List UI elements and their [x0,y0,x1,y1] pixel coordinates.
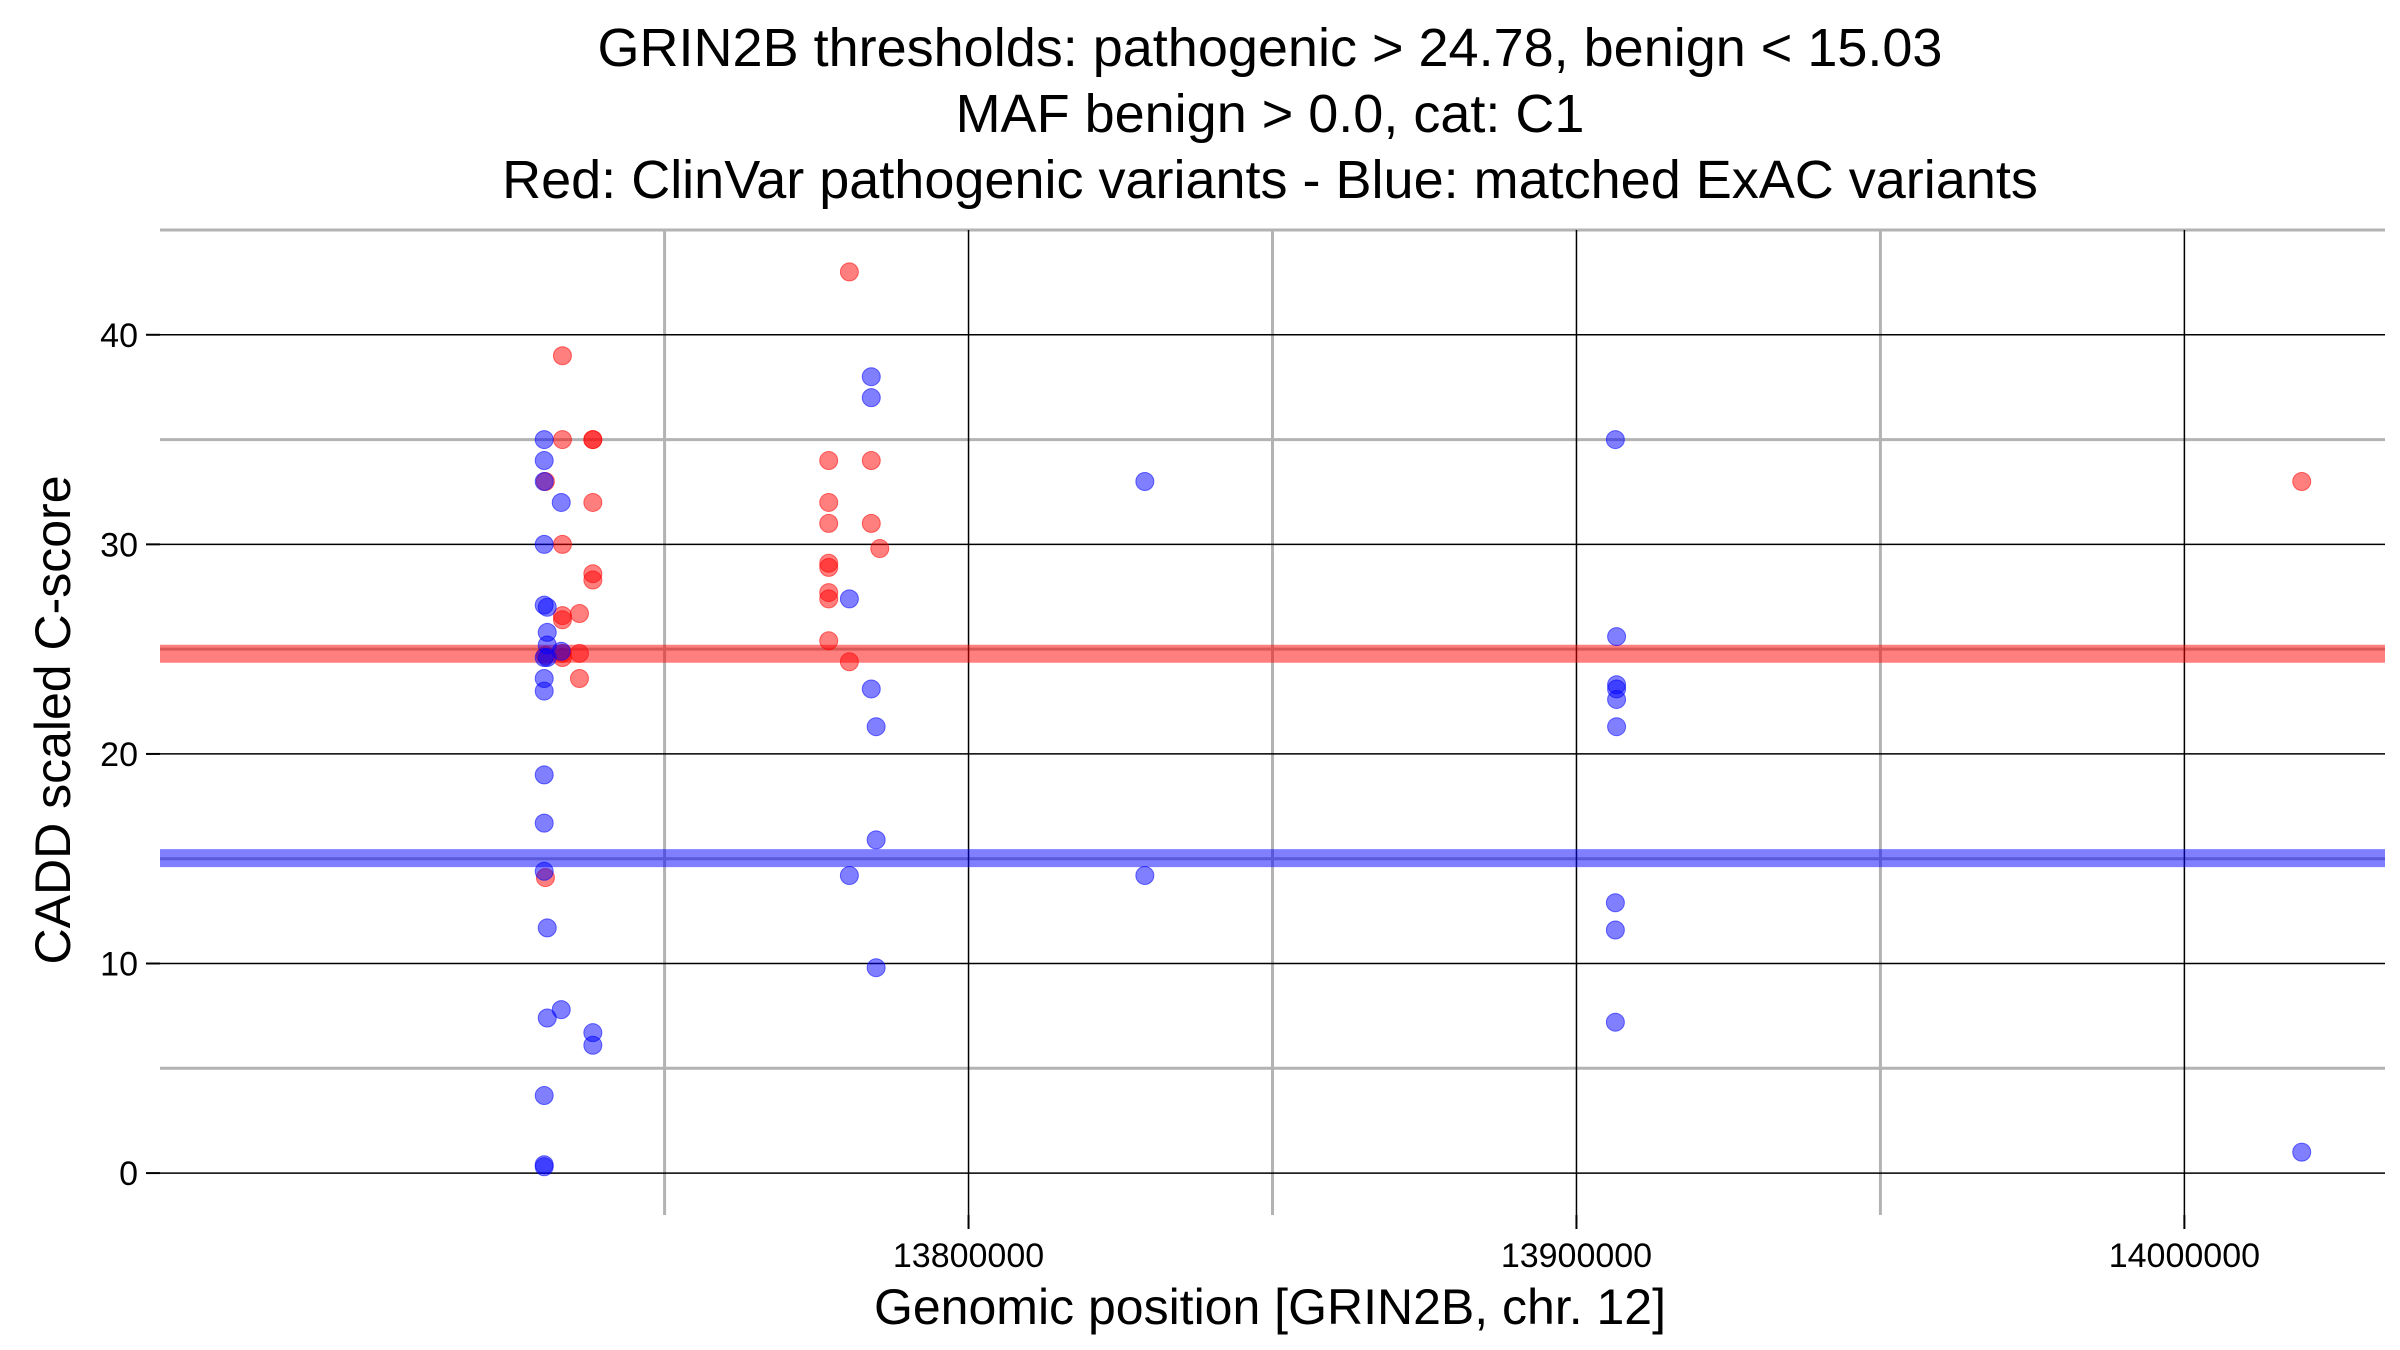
exac-variant-point [534,681,554,701]
exac-variant-point [551,492,571,512]
exac-variant-point [2292,1142,2312,1162]
chart-title-line-1: GRIN2B thresholds: pathogenic > 24.78, b… [598,18,1943,78]
exac-variant-point [1607,689,1627,709]
exac-variant-point [534,451,554,471]
exac-variant-point [537,597,557,617]
x-axis-label: Genomic position [GRIN2B, chr. 12] [874,1279,1666,1335]
clinvar-pathogenic-point [583,492,603,512]
clinvar-pathogenic-point [819,513,839,533]
exac-variant-point [1605,1012,1625,1032]
y-tick-label: 0 [119,1155,138,1193]
clinvar-pathogenic-point [839,262,859,282]
clinvar-pathogenic-point [583,430,603,450]
grid-lines [160,228,2385,1215]
exac-variant-point [839,865,859,885]
clinvar-pathogenic-point [819,589,839,609]
exac-variant-point [1607,717,1627,737]
exac-variant-point [1605,430,1625,450]
clinvar-pathogenic-point [569,604,589,624]
exac-variant-point [1605,893,1625,913]
exac-variant-point [1135,471,1155,491]
exac-variant-point [861,679,881,699]
x-tick-label: 13800000 [893,1237,1044,1275]
clinvar-pathogenic-point [552,430,572,450]
clinvar-pathogenic-point [552,346,572,366]
clinvar-pathogenic-point [569,643,589,663]
exac-variant-point [866,958,886,978]
clinvar-pathogenic-point [819,631,839,651]
clinvar-pathogenic-point [552,534,572,554]
exac-variant-point [537,918,557,938]
clinvar-pathogenic-point [552,610,572,630]
clinvar-pathogenic-point [583,570,603,590]
x-tick-label: 13900000 [1501,1237,1652,1275]
y-tick-label: 20 [100,736,138,774]
data-points [534,262,2312,1177]
clinvar-pathogenic-point [2292,471,2312,491]
clinvar-pathogenic-point [861,513,881,533]
clinvar-pathogenic-point [861,451,881,471]
clinvar-pathogenic-point [819,451,839,471]
clinvar-pathogenic-point [569,668,589,688]
exac-variant-point [1607,627,1627,647]
exac-variant-point [1605,920,1625,940]
exac-variant-point [534,813,554,833]
y-tick-label: 30 [100,526,138,564]
exac-variant-point [534,765,554,785]
exac-variant-point [866,830,886,850]
axes: 0 10 20 30 40 13800000 13900000 14000000 [100,317,2260,1275]
chart-title-line-2: MAF benign > 0.0, cat: C1 [956,84,1585,144]
threshold-lines [160,644,2385,868]
chart-title: GRIN2B thresholds: pathogenic > 24.78, b… [502,18,2038,210]
exac-variant-point [866,717,886,737]
exac-variant-point [534,534,554,554]
chart-title-line-3: Red: ClinVar pathogenic variants - Blue:… [502,150,2038,210]
exac-variant-point [534,471,554,491]
clinvar-pathogenic-point [819,492,839,512]
x-tick-label: 14000000 [2109,1237,2260,1275]
exac-variant-point [534,1086,554,1106]
y-tick-label: 40 [100,317,138,355]
y-tick-label: 10 [100,946,138,984]
exac-variant-point [534,430,554,450]
exac-variant-point [534,861,554,881]
exac-variant-point [537,1008,557,1028]
exac-variant-point [551,641,571,661]
clinvar-pathogenic-point [839,652,859,672]
exac-variant-point [1135,865,1155,885]
clinvar-pathogenic-point [819,557,839,577]
y-axis-label: CADD scaled C-score [25,475,81,964]
exac-variant-point [583,1035,603,1055]
exac-variant-point [839,589,859,609]
clinvar-pathogenic-point [870,539,890,559]
exac-variant-point [861,388,881,408]
exac-variant-point [551,1000,571,1020]
exac-variant-point [861,367,881,387]
exac-variant-point [534,1157,554,1177]
